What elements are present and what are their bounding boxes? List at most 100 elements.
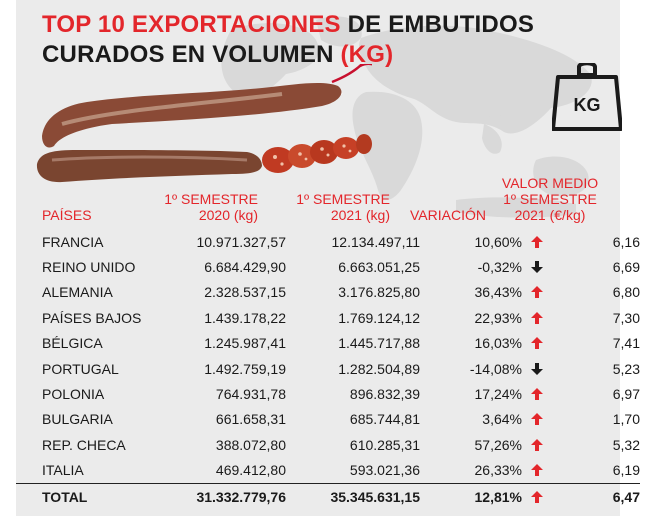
trend-arrow-cell	[522, 407, 552, 432]
table-row: ITALIA 469.412,80 593.021,36 26,33% 6,19	[16, 458, 640, 484]
chart-title: TOP 10 EXPORTACIONES DE EMBUTIDOS CURADO…	[42, 10, 534, 70]
semester-2021-value: 593.021,36	[349, 462, 420, 479]
trend-arrow-cell	[522, 280, 552, 305]
variation-value: 16,03%	[474, 335, 522, 352]
semester-2020-value: 10.971.327,57	[196, 233, 286, 250]
arrow-down-icon	[531, 362, 543, 375]
average-value: 6,97	[612, 386, 640, 403]
country: ITALIA	[42, 462, 84, 479]
header-variation: VARIACIÓN	[410, 207, 486, 223]
trend-arrow-cell	[522, 254, 552, 279]
variation-value: -0,32%	[477, 259, 522, 276]
average-value: 5,32	[612, 436, 640, 453]
variation-value: 22,93%	[474, 309, 522, 326]
average-value: 7,30	[612, 309, 640, 326]
semester-2021-value: 1.769.124,12	[338, 309, 420, 326]
title-part-4: (KG)	[340, 41, 394, 68]
arrow-up-icon	[531, 413, 543, 426]
variation-value: 10,60%	[474, 233, 522, 250]
table-row: REP. CHECA 388.072,80 610.285,31 57,26% 5,32	[16, 432, 640, 457]
arrow-up-icon	[531, 490, 543, 503]
country: ALEMANIA	[42, 284, 113, 301]
average-value: 1,70	[612, 411, 640, 428]
variation-value: 36,43%	[474, 284, 522, 301]
kg-weight-icon: KG	[552, 63, 622, 131]
kg-icon-label: KG	[574, 95, 601, 115]
header-countries: PAÍSES	[42, 207, 92, 223]
trend-arrow-cell	[522, 432, 552, 457]
header-average-value: VALOR MEDIO 1º SEMESTRE 2021 (€/kg)	[501, 175, 599, 223]
average-value: 6,47	[552, 482, 640, 510]
trend-arrow-cell	[522, 381, 552, 406]
header-semester-2020: 1º SEMESTRE 2020 (kg)	[164, 191, 258, 223]
arrow-up-icon	[531, 311, 543, 324]
table-row: ALEMANIA 2.328.537,15 3.176.825,80 36,43% 6,…	[16, 280, 640, 305]
country: PAÍSES BAJOS	[42, 309, 142, 326]
variation-value: -14,08%	[469, 360, 522, 377]
header-semester-2021: 1º SEMESTRE 2021 (kg)	[296, 191, 390, 223]
title-part-2: DE EMBUTIDOS	[340, 11, 535, 38]
semester-2020-value: 1.245.987,41	[204, 335, 286, 352]
country: BÉLGICA	[42, 335, 103, 352]
average-value: 6,80	[612, 284, 640, 301]
semester-2020-value: 2.328.537,15	[204, 284, 286, 301]
semester-2020-value: 1.439.178,22	[204, 309, 286, 326]
arrow-up-icon	[531, 235, 543, 248]
table-row: BÉLGICA 1.245.987,41 1.445.717,88 16,03% 7,4…	[16, 331, 640, 356]
variation-value: 12,81%	[420, 482, 522, 510]
semester-2020-value: 1.492.759,19	[204, 360, 286, 377]
country: FRANCIA	[42, 233, 104, 250]
average-value: 6,16	[612, 233, 640, 250]
title-part-1: TOP 10 EXPORTACIONES	[42, 11, 341, 38]
arrow-down-icon	[531, 261, 543, 274]
semester-2021-value: 896.832,39	[349, 386, 420, 403]
table-row: PAÍSES BAJOS 1.439.178,22 1.769.124,12 22,9…	[16, 305, 640, 330]
semester-2020-value: 6.684.429,90	[204, 259, 286, 276]
variation-value: 3,64%	[482, 411, 522, 428]
total-row: TOTAL 31.332.779,76 35.345.631,15 12,81% 6,4…	[16, 482, 640, 510]
semester-2021-value: 685.744,81	[349, 411, 420, 428]
average-value: 5,23	[612, 360, 640, 377]
trend-arrow-cell	[522, 356, 552, 381]
trend-arrow-cell	[522, 305, 552, 330]
arrow-up-icon	[531, 464, 543, 477]
semester-2021-value: 1.282.504,89	[338, 360, 420, 377]
title-part-3: CURADOS EN VOLUMEN	[42, 41, 341, 68]
table-row: REINO UNIDO 6.684.429,90 6.663.051,25 -0,32…	[16, 254, 640, 279]
country: REP. CHECA	[42, 436, 126, 453]
table-row: BULGARIA 661.658,31 685.744,81 3,64% 1,70	[16, 407, 640, 432]
country: TOTAL	[16, 482, 152, 510]
semester-2020-value: 388.072,80	[215, 436, 286, 453]
arrow-up-icon	[531, 337, 543, 350]
variation-value: 17,24%	[474, 386, 522, 403]
semester-2021-value: 6.663.051,25	[338, 259, 420, 276]
cured-sausage-illustration	[36, 64, 372, 183]
average-value: 6,19	[612, 462, 640, 479]
average-value: 7,41	[612, 335, 640, 352]
semester-2021-value: 12.134.497,11	[331, 233, 421, 250]
semester-2021-value: 35.345.631,15	[286, 482, 420, 510]
semester-2020-value: 31.332.779,76	[152, 482, 286, 510]
table-row: PORTUGAL 1.492.759,19 1.282.504,89 -14,08% 5…	[16, 356, 640, 381]
exports-table: FRANCIA 10.971.327,57 12.134.497,11 10,60% 6…	[16, 229, 640, 510]
arrow-up-icon	[531, 286, 543, 299]
trend-arrow-cell	[522, 482, 552, 510]
semester-2020-value: 661.658,31	[215, 411, 286, 428]
table-row: POLONIA 764.931,78 896.832,39 17,24% 6,97	[16, 381, 640, 406]
semester-2021-value: 610.285,31	[349, 436, 420, 453]
semester-2020-value: 764.931,78	[215, 386, 286, 403]
semester-2021-value: 3.176.825,80	[338, 284, 420, 301]
variation-value: 57,26%	[474, 436, 522, 453]
arrow-up-icon	[531, 438, 543, 451]
table-row: FRANCIA 10.971.327,57 12.134.497,11 10,60% 6…	[16, 229, 640, 254]
trend-arrow-cell	[522, 229, 552, 254]
variation-value: 26,33%	[474, 462, 522, 479]
arrow-up-icon	[531, 388, 543, 401]
semester-2020-value: 469.412,80	[215, 462, 286, 479]
country: BULGARIA	[42, 411, 113, 428]
trend-arrow-cell	[522, 458, 552, 484]
world-map-background	[221, 16, 592, 218]
infographic-panel: KG	[16, 0, 622, 516]
average-value: 6,69	[612, 259, 640, 276]
country: REINO UNIDO	[42, 259, 136, 276]
